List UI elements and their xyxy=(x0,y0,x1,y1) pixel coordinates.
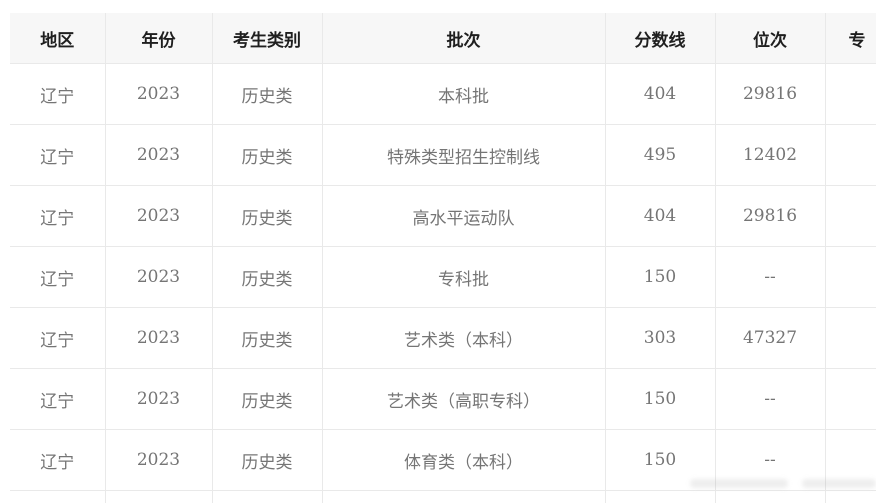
cell-batch: 艺术类（本科） xyxy=(322,307,606,369)
cell-category: 历史类 xyxy=(212,429,323,491)
table-row: 辽宁 2023 历史类 高水平运动队 404 29816 xyxy=(10,185,876,247)
table-row: 辽宁 2023 历史类 特殊类型招生控制线 495 12402 xyxy=(10,124,876,186)
table-row-partial xyxy=(10,490,876,503)
cell-category: 历史类 xyxy=(212,368,323,430)
cell-region: 辽宁 xyxy=(10,124,106,186)
column-header-region: 地区 xyxy=(10,13,106,64)
cell-score_line: 495 xyxy=(605,124,716,186)
cell-rank: -- xyxy=(715,368,826,430)
cell-category: 历史类 xyxy=(212,124,323,186)
column-header-batch: 批次 xyxy=(322,13,606,64)
cell-batch xyxy=(322,490,606,503)
cell-rank: -- xyxy=(715,246,826,308)
cell-rank: -- xyxy=(715,429,826,491)
cell-batch: 本科批 xyxy=(322,63,606,125)
column-header-rank: 位次 xyxy=(715,13,826,64)
cell-score_line: 303 xyxy=(605,307,716,369)
cell-year: 2023 xyxy=(105,246,213,308)
cell-extra xyxy=(825,307,876,369)
cell-extra xyxy=(825,491,876,503)
cell-region: 辽宁 xyxy=(10,429,106,491)
cell-region xyxy=(10,490,106,503)
cell-rank: 47327 xyxy=(715,307,826,369)
cell-score_line xyxy=(605,490,716,503)
cell-score_line: 150 xyxy=(605,429,716,491)
cell-category xyxy=(212,490,323,503)
cell-year: 2023 xyxy=(105,429,213,491)
cell-year: 2023 xyxy=(105,368,213,430)
cell-year: 2023 xyxy=(105,124,213,186)
column-header-extra: 专 xyxy=(825,13,876,64)
cell-category: 历史类 xyxy=(212,307,323,369)
cell-rank: 12402 xyxy=(715,124,826,186)
table-row: 辽宁 2023 历史类 体育类（本科） 150 -- xyxy=(10,429,876,491)
table-row: 辽宁 2023 历史类 艺术类（本科） 303 47327 xyxy=(10,307,876,369)
cell-region: 辽宁 xyxy=(10,185,106,247)
cell-score_line: 150 xyxy=(605,368,716,430)
table-row: 辽宁 2023 历史类 本科批 404 29816 xyxy=(10,63,876,125)
cell-region: 辽宁 xyxy=(10,63,106,125)
cell-batch: 艺术类（高职专科） xyxy=(322,368,606,430)
column-header-score_line: 分数线 xyxy=(605,13,716,64)
table-body: 辽宁 2023 历史类 本科批 404 29816 辽宁 2023 历史类 特殊类型招生控制线 49… xyxy=(10,63,876,503)
cell-batch: 体育类（本科） xyxy=(322,429,606,491)
cell-category: 历史类 xyxy=(212,185,323,247)
cell-rank: 29816 xyxy=(715,185,826,247)
cell-extra xyxy=(825,246,876,308)
cell-region: 辽宁 xyxy=(10,246,106,308)
score-table: 地区 年份 考生类别 批次 分数线 位次专 辽宁 2023 历史类 本科批 404 29816 辽宁 2… xyxy=(10,13,876,503)
cell-extra xyxy=(825,63,876,125)
column-header-year: 年份 xyxy=(105,13,213,64)
cell-region: 辽宁 xyxy=(10,307,106,369)
table-row: 辽宁 2023 历史类 艺术类（高职专科） 150 -- xyxy=(10,368,876,430)
cell-score_line: 404 xyxy=(605,63,716,125)
column-header-category: 考生类别 xyxy=(212,13,323,64)
table-header-row: 地区 年份 考生类别 批次 分数线 位次专 xyxy=(10,13,876,64)
cell-rank xyxy=(715,490,826,503)
cell-rank: 29816 xyxy=(715,63,826,125)
cell-extra xyxy=(825,368,876,430)
cell-region: 辽宁 xyxy=(10,368,106,430)
cell-batch: 特殊类型招生控制线 xyxy=(322,124,606,186)
cell-year: 2023 xyxy=(105,185,213,247)
cell-score_line: 150 xyxy=(605,246,716,308)
cell-category: 历史类 xyxy=(212,246,323,308)
cell-year: 2023 xyxy=(105,63,213,125)
cell-extra xyxy=(825,185,876,247)
cell-year xyxy=(105,490,213,503)
cell-score_line: 404 xyxy=(605,185,716,247)
cell-batch: 专科批 xyxy=(322,246,606,308)
cell-batch: 高水平运动队 xyxy=(322,185,606,247)
cell-extra xyxy=(825,124,876,186)
cell-year: 2023 xyxy=(105,307,213,369)
cell-extra xyxy=(825,429,876,491)
table-row: 辽宁 2023 历史类 专科批 150 -- xyxy=(10,246,876,308)
cell-category: 历史类 xyxy=(212,63,323,125)
